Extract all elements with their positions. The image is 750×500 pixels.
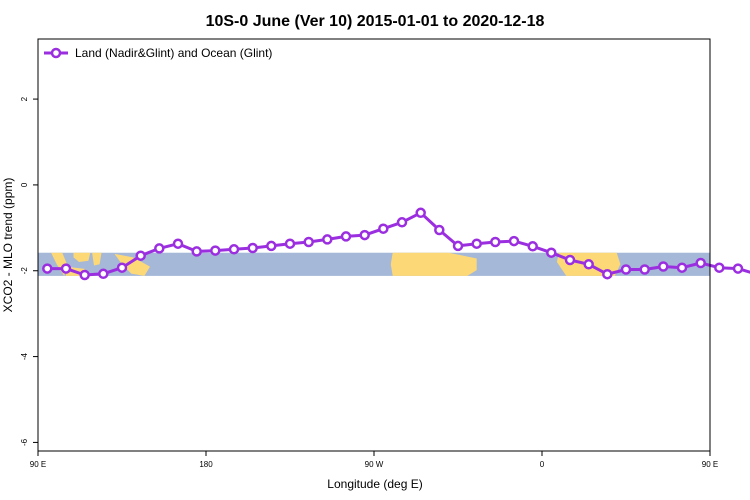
y-tick-label-2: -2 [20, 267, 29, 275]
data-point-33 [658, 261, 669, 272]
data-point-30 [602, 268, 613, 280]
x-tick-label-4: 90 E [702, 460, 718, 469]
y-tick-label-1: 0 [20, 182, 29, 187]
data-point-18 [378, 223, 389, 234]
data-point-4 [116, 262, 128, 273]
series-layer [42, 207, 750, 281]
data-point-26 [527, 241, 538, 252]
data-point-7 [172, 238, 184, 249]
x-axis-ticks: 90 E 180 90 W 0 90 E [30, 451, 718, 469]
data-point-13 [284, 238, 296, 249]
x-tick-label-3: 0 [540, 460, 545, 469]
legend-marker [50, 47, 62, 59]
data-point-8 [191, 246, 202, 257]
x-axis-label: Longitude (deg E) [327, 477, 422, 491]
x-tick-label-2: 90 W [365, 460, 384, 469]
y-axis-label: XCO2 - MLO trend (ppm) [1, 178, 15, 313]
data-point-23 [471, 238, 482, 249]
data-point-3 [98, 268, 109, 280]
data-point-17 [359, 229, 370, 241]
data-point-0 [42, 263, 53, 274]
data-point-36 [714, 262, 725, 273]
data-point-16 [340, 231, 352, 242]
x-tick-label-0: 90 E [30, 460, 46, 469]
data-point-10 [228, 244, 240, 255]
plot-frame [37, 38, 711, 452]
chart-title: 10S-0 June (Ver 10) 2015-01-01 to 2020-1… [206, 13, 545, 30]
data-point-34 [676, 262, 688, 273]
data-point-1 [60, 263, 72, 274]
data-point-24 [490, 236, 501, 248]
data-point-21 [434, 224, 445, 236]
new-guinea-land [114, 253, 150, 276]
data-point-32 [639, 264, 650, 275]
data-point-20 [415, 207, 426, 219]
y-axis-ticks: 2 0 -2 -4 -6 [20, 96, 38, 446]
data-point-22 [452, 240, 464, 252]
data-point-27 [546, 247, 557, 258]
data-point-6 [154, 243, 165, 254]
y-tick-label-0: 2 [20, 96, 29, 101]
y-tick-label-4: -6 [20, 438, 29, 446]
legend-label: Land (Nadir&Glint) and Ocean (Glint) [75, 46, 272, 60]
data-point-5 [135, 250, 146, 261]
borneo-land [73, 252, 91, 262]
data-point-2 [79, 269, 90, 281]
data-point-29 [583, 259, 594, 270]
x-tick-label-1: 180 [199, 460, 213, 469]
ocean-band [38, 252, 710, 276]
data-point-12 [266, 240, 277, 252]
data-point-9 [210, 245, 221, 256]
data-point-15 [322, 234, 333, 245]
data-point-19 [396, 217, 408, 228]
data-point-28 [564, 254, 576, 266]
y-tick-label-3: -4 [20, 352, 29, 360]
south-america-land [390, 252, 477, 276]
data-point-14 [303, 236, 314, 248]
data-point-25 [508, 235, 520, 247]
data-point-37 [732, 263, 744, 274]
data-point-11 [247, 242, 258, 254]
legend: Land (Nadir&Glint) and Ocean (Glint) [44, 46, 272, 60]
data-point-35 [695, 257, 706, 269]
data-point-31 [620, 264, 632, 275]
sulawesi-land [92, 252, 102, 266]
